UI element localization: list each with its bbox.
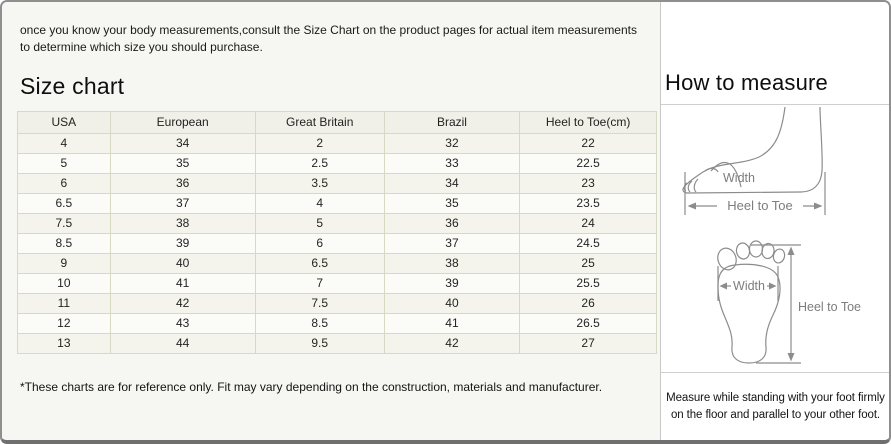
- table-header-row: USA European Great Britain Brazil Heel to To…: [17, 110, 657, 134]
- table-cell: 38: [109, 212, 256, 234]
- table-cell: 40: [383, 292, 521, 314]
- table-cell: 41: [383, 312, 521, 334]
- table-cell: 34: [109, 132, 256, 154]
- table-row: 12 43 8.5 41 26.5: [17, 312, 657, 334]
- table-cell: 7.5: [254, 292, 385, 314]
- table-cell: 44: [109, 332, 256, 354]
- table-row: 9 40 6.5 38 25: [17, 252, 657, 274]
- table-cell: 40: [109, 252, 256, 274]
- measuring-instructions: Measure while standing with your foot fi…: [666, 392, 885, 422]
- table-cell: 5: [254, 212, 385, 234]
- table-cell: 4: [17, 132, 111, 154]
- table-header-cell: European: [109, 110, 256, 134]
- svg-text:Heel to Toe: Heel to Toe: [798, 300, 861, 314]
- table-header-cell: Brazil: [383, 110, 521, 134]
- size-table: USA European Great Britain Brazil Heel to To…: [17, 110, 657, 354]
- table-cell: 24.5: [519, 232, 657, 254]
- table-cell: 35: [383, 192, 521, 214]
- table-cell: 39: [109, 232, 256, 254]
- table-cell: 2.5: [254, 152, 385, 174]
- table-cell: 42: [383, 332, 521, 354]
- table-cell: 27: [519, 332, 657, 354]
- table-cell: 10: [17, 272, 111, 294]
- table-header-cell: Great Britain: [254, 110, 385, 134]
- table-cell: 42: [109, 292, 256, 314]
- table-row: 7.5 38 5 36 24: [17, 212, 657, 234]
- table-cell: 26: [519, 292, 657, 314]
- table-cell: 4: [254, 192, 385, 214]
- table-cell: 25: [519, 252, 657, 274]
- table-cell: 9: [17, 252, 111, 274]
- table-cell: 5: [17, 152, 111, 174]
- table-cell: 22.5: [519, 152, 657, 174]
- footprint-icon: Width Heel to Toe: [717, 240, 861, 364]
- svg-text:Width: Width: [723, 171, 755, 185]
- reference-footnote: *These charts are for reference only. Fi…: [20, 379, 603, 394]
- table-cell: 8.5: [17, 232, 111, 254]
- table-cell: 7: [254, 272, 385, 294]
- table-cell: 25.5: [519, 272, 657, 294]
- size-chart-panel: once you know your body measurements,con…: [2, 2, 661, 440]
- table-cell: 13: [17, 332, 111, 354]
- table-row: 6.5 37 4 35 23.5: [17, 192, 657, 214]
- table-cell: 6.5: [17, 192, 111, 214]
- table-cell: 2: [254, 132, 385, 154]
- measurement-diagrams: Width Heel to Toe: [661, 105, 889, 373]
- table-cell: 7.5: [17, 212, 111, 234]
- table-cell: 6: [254, 232, 385, 254]
- table-cell: 32: [383, 132, 521, 154]
- table-cell: 6.5: [254, 252, 385, 274]
- table-cell: 36: [109, 172, 256, 194]
- size-chart-title: Size chart: [20, 72, 125, 99]
- table-cell: 9.5: [254, 332, 385, 354]
- table-cell: 39: [383, 272, 521, 294]
- foot-measurement-illustration: Width Heel to Toe: [682, 106, 861, 364]
- table-cell: 3.5: [254, 172, 385, 194]
- table-cell: 8.5: [254, 312, 385, 334]
- table-cell: 34: [383, 172, 521, 194]
- table-row: 5 35 2.5 33 22.5: [17, 152, 657, 174]
- table-cell: 38: [383, 252, 521, 274]
- foot-side-view-icon: Width Heel to Toe: [682, 106, 826, 215]
- table-cell: 24: [519, 212, 657, 234]
- table-header-cell: USA: [17, 110, 111, 134]
- table-cell: 12: [17, 312, 111, 334]
- table-cell: 23: [519, 172, 657, 194]
- how-to-measure-title: How to measure: [665, 70, 828, 95]
- table-cell: 11: [17, 292, 111, 314]
- table-header-cell: Heel to Toe(cm): [519, 110, 657, 134]
- how-to-measure-header: How to measure: [661, 2, 889, 105]
- svg-text:Width: Width: [733, 279, 765, 293]
- how-to-measure-panel: How to measure Width: [661, 2, 889, 440]
- table-row: 4 34 2 32 22: [17, 132, 657, 154]
- table-row: 13 44 9.5 42 27: [17, 332, 657, 354]
- table-row: 11 42 7.5 40 26: [17, 292, 657, 314]
- table-cell: 26.5: [519, 312, 657, 334]
- table-cell: 23.5: [519, 192, 657, 214]
- table-cell: 37: [383, 232, 521, 254]
- table-row: 10 41 7 39 25.5: [17, 272, 657, 294]
- table-cell: 37: [109, 192, 256, 214]
- intro-text: once you know your body measurements,con…: [20, 23, 637, 55]
- table-row: 6 36 3.5 34 23: [17, 172, 657, 194]
- svg-text:Heel to Toe: Heel to Toe: [727, 198, 793, 213]
- table-cell: 41: [109, 272, 256, 294]
- table-cell: 43: [109, 312, 256, 334]
- table-cell: 22: [519, 132, 657, 154]
- table-cell: 33: [383, 152, 521, 174]
- table-row: 8.5 39 6 37 24.5: [17, 232, 657, 254]
- table-cell: 36: [383, 212, 521, 234]
- table-cell: 6: [17, 172, 111, 194]
- table-cell: 35: [109, 152, 256, 174]
- size-table-body: 4 34 2 32 22 5 35 2.5 33 22.5 6 36 3.5 34 23 6.5 37 4 35 23…: [17, 132, 657, 354]
